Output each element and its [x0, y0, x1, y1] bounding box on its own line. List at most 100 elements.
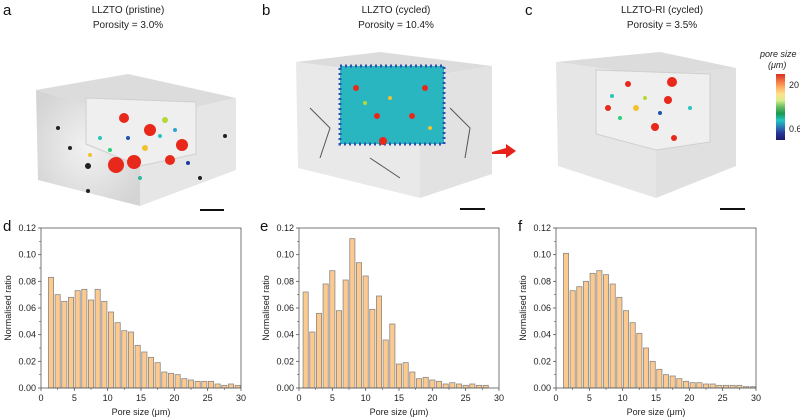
histogram-bar: [569, 290, 576, 389]
cube-top-face: [556, 52, 736, 76]
y-tick-label: 0.10: [18, 250, 36, 260]
histogram-bar: [415, 378, 422, 389]
histogram-bar: [207, 380, 214, 389]
histogram-bar: [161, 371, 168, 389]
panel-letter-f: f: [518, 218, 523, 235]
y-tick-label: 0.04: [533, 330, 551, 340]
y-tick-label: 0.08: [276, 276, 294, 286]
crack-lines: [309, 107, 471, 179]
y-tick-label: 0.10: [276, 250, 294, 260]
x-tick-label: 10: [618, 393, 628, 403]
histogram-bar: [81, 288, 88, 389]
x-tick-label: 5: [330, 393, 335, 403]
histogram-e: 0.00 0.02 0.04 0.06 0.08 0.10 0.12 0 5 10 15 20 25 30…: [261, 223, 504, 417]
pore-cluster: [605, 77, 692, 141]
x-tick-label: 20: [169, 393, 179, 403]
x-tick-label: 10: [361, 393, 371, 403]
cutout: [595, 69, 711, 151]
histogram-bar: [201, 380, 208, 389]
histogram-bar: [194, 380, 201, 389]
y-tick-label: 0.12: [533, 223, 551, 233]
panel-b-porosity: Porosity = 10.4%: [358, 20, 434, 31]
histogram-bar: [402, 362, 409, 389]
y-tick-label: 0.00: [18, 383, 36, 393]
x-tick-label: 25: [203, 393, 213, 403]
histogram-bar: [395, 363, 402, 389]
histogram-bar: [154, 362, 161, 389]
histogram-bar: [382, 339, 389, 389]
histogram-bar: [589, 272, 596, 389]
histogram-bar: [676, 378, 683, 389]
y-tick-label: 0.02: [276, 356, 294, 366]
dark-pores: [56, 126, 227, 193]
render-a-3d-volume: [36, 74, 236, 211]
histogram-bar: [449, 382, 456, 389]
panel-letter-a: a: [3, 2, 12, 19]
y-tick-label: 0.02: [18, 356, 36, 366]
y-tick-label: 0.12: [18, 223, 36, 233]
y-axis-label: Normalised ratio: [518, 275, 528, 341]
histogram-bar: [455, 383, 462, 389]
histogram-bar: [127, 331, 134, 389]
panel-letter-c: c: [525, 2, 533, 19]
histogram-bar: [603, 274, 610, 389]
histogram-bar: [121, 330, 128, 389]
y-tick-label: 0.06: [276, 303, 294, 313]
histogram-bar: [141, 351, 148, 389]
histogram-bar: [609, 283, 616, 389]
histogram-bar: [662, 374, 669, 389]
y-tick-label: 0.04: [18, 330, 36, 340]
y-axis-label: Normalised ratio: [3, 275, 13, 341]
panel-letter-e: e: [260, 218, 269, 235]
pore-cluster: [88, 113, 190, 180]
histogram-bar: [422, 376, 429, 389]
x-tick-label: 15: [651, 393, 661, 403]
histogram-bar: [336, 310, 343, 389]
histogram-bar: [181, 378, 188, 389]
x-tick-label: 30: [751, 393, 761, 403]
histogram-bar: [227, 383, 234, 389]
histogram-bar: [616, 296, 623, 389]
y-tick-label: 0.00: [276, 383, 294, 393]
y-tick-label: 0.08: [533, 276, 551, 286]
colorbar-max-label: 20: [789, 80, 800, 90]
x-tick-label: 5: [587, 393, 592, 403]
histogram-bar: [88, 299, 95, 389]
histogram-bar: [108, 311, 115, 389]
colorbar-unit: (μm): [768, 60, 787, 70]
histogram-bar: [114, 322, 121, 389]
colorbar-title: pore size: [760, 49, 797, 59]
histogram-bar: [322, 283, 329, 389]
histogram-bar: [356, 262, 363, 389]
x-tick-label: 10: [103, 393, 113, 403]
histogram-bar: [309, 331, 316, 389]
y-tick-label: 0.02: [533, 356, 551, 366]
histogram-bar: [576, 286, 583, 389]
histogram-f: 0.00 0.02 0.04 0.06 0.08 0.10 0.12 0 5 10 15 20 25 30…: [518, 223, 761, 417]
histogram-bar: [689, 382, 696, 389]
histogram-bar: [174, 374, 181, 389]
x-tick-label: 0: [296, 393, 301, 403]
histogram-bar: [101, 300, 108, 389]
histogram-bar: [696, 382, 703, 389]
histogram-bar: [656, 368, 663, 389]
histogram-bar: [563, 252, 570, 389]
x-tick-label: 20: [684, 393, 694, 403]
histogram-bar: [362, 275, 369, 389]
histogram-bar: [329, 270, 336, 389]
panel-letter-b: b: [262, 2, 271, 19]
histogram-bar: [376, 295, 383, 389]
y-tick-label: 0.08: [18, 276, 36, 286]
x-tick-label: 15: [394, 393, 404, 403]
arrow-icon: [492, 144, 516, 158]
histogram-bar: [429, 379, 436, 389]
histogram-bar: [54, 294, 61, 389]
histogram-bar: [167, 372, 174, 389]
histogram-bar: [636, 332, 643, 389]
histogram-bar: [649, 360, 656, 389]
y-tick-label: 0.00: [533, 383, 551, 393]
histogram-bar: [74, 290, 81, 389]
pore-highlights: [353, 85, 432, 145]
y-tick-label: 0.06: [18, 303, 36, 313]
histogram-bar: [442, 383, 449, 389]
